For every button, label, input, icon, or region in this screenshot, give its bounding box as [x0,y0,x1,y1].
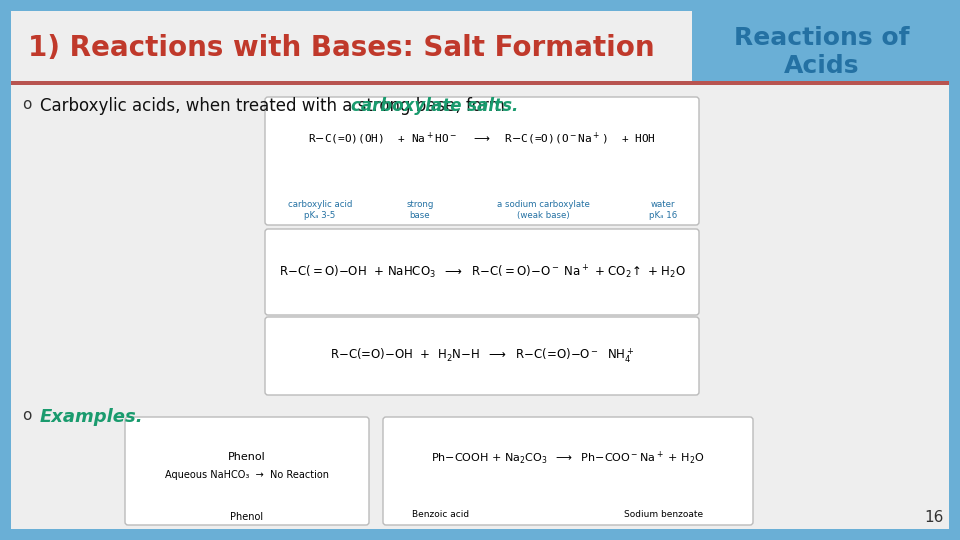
Bar [692,8,952,82]
Text: Phenol: Phenol [230,512,264,522]
Text: Examples.: Examples. [40,408,144,426]
Text: Ph$-$COOH + Na$_2$CO$_3$  $\longrightarrow$  Ph$-$COO$^-$Na$^+$ + H$_2$O: Ph$-$COOH + Na$_2$CO$_3$ $\longrightarro… [431,450,705,467]
Text: o: o [22,408,32,423]
Text: Sodium benzoate: Sodium benzoate [624,510,704,519]
Text: strong
base: strong base [406,200,434,220]
Text: Acids: Acids [784,54,860,78]
Text: R$-$C($=$O)$-$OH  + NaHCO$_3$  $\longrightarrow$  R$-$C($=$O)$-$O$^-$ Na$^+$ + C: R$-$C($=$O)$-$OH + NaHCO$_3$ $\longright… [278,264,685,281]
Text: R$-$C(=O)(OH)  + Na$^+$HO$^-$  $\longrightarrow$  R$-$C(=O)(O$^-$Na$^+$)  + HOH: R$-$C(=O)(OH) + Na$^+$HO$^-$ $\longright… [308,131,656,147]
FancyBboxPatch shape [265,317,699,395]
Text: R$-$C(=O)$-$OH  +  H$_2$N$-$H  $\longrightarrow$  R$-$C(=O)$-$O$^-$  NH$_4^+$: R$-$C(=O)$-$OH + H$_2$N$-$H $\longrighta… [330,347,634,366]
Text: Phenol: Phenol [228,452,266,462]
Text: o: o [22,97,32,112]
FancyBboxPatch shape [265,97,699,225]
Text: carboxylate salts.: carboxylate salts. [350,97,518,115]
Text: a sodium carboxylate
(weak base): a sodium carboxylate (weak base) [496,200,589,220]
Text: Carboxylic acids, when treated with a strong base, form: Carboxylic acids, when treated with a st… [40,97,510,115]
Text: Benzoic acid: Benzoic acid [413,510,469,519]
FancyBboxPatch shape [383,417,753,525]
Text: carboxylic acid
pKₐ 3-5: carboxylic acid pKₐ 3-5 [288,200,352,220]
FancyBboxPatch shape [265,229,699,315]
Text: water
pKₐ 16: water pKₐ 16 [649,200,677,220]
Bar [11,81,949,85]
Text: 16: 16 [924,510,944,525]
Text: 1) Reactions with Bases: Salt Formation: 1) Reactions with Bases: Salt Formation [28,34,655,62]
Text: Aqueous NaHCO₃  →  No Reaction: Aqueous NaHCO₃ → No Reaction [165,470,329,480]
FancyBboxPatch shape [125,417,369,525]
Text: Reactions of: Reactions of [734,26,910,50]
